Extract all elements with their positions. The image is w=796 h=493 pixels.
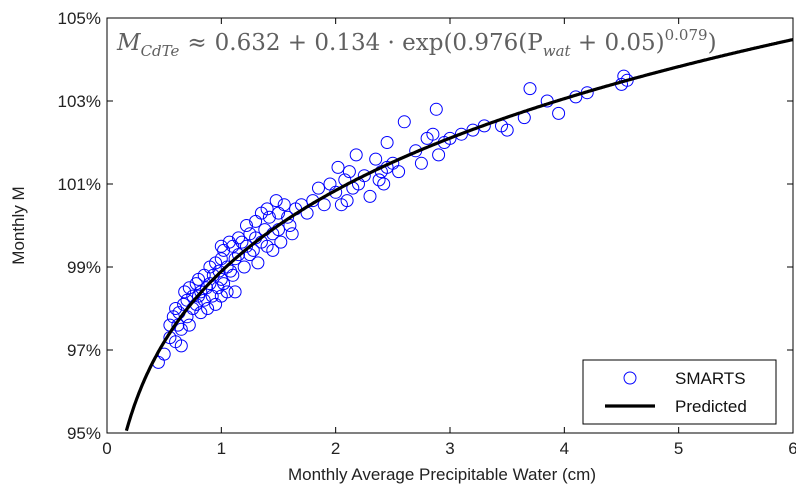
scatter-point	[523, 82, 537, 96]
scatter-point	[414, 156, 428, 170]
x-tick-label: 4	[560, 439, 569, 458]
equation-lhs-subscript: CdTe	[141, 42, 180, 60]
scatter-point	[317, 198, 331, 212]
scatter-point	[228, 285, 242, 299]
y-tick-label: 95%	[67, 424, 101, 443]
x-tick-label: 2	[331, 439, 340, 458]
y-tick-label: 99%	[67, 258, 101, 277]
scatter-point	[251, 256, 265, 270]
scatter-point	[372, 173, 386, 187]
scatter-point	[232, 231, 245, 245]
scatter-point	[357, 169, 371, 183]
scatter-point	[312, 181, 325, 195]
scatter-point	[349, 148, 363, 162]
scatter-point	[443, 131, 457, 145]
scatter-point	[178, 285, 192, 299]
scatter-point	[340, 194, 354, 208]
scatter-point	[342, 165, 356, 179]
legend: SMARTS Predicted	[582, 359, 777, 425]
scatter-point	[174, 339, 188, 353]
scatter-point	[203, 277, 217, 291]
scatter-point	[429, 102, 443, 116]
scatter-point	[500, 123, 514, 137]
scatter-point	[397, 115, 411, 129]
scatter-point	[285, 227, 299, 241]
y-tick-label: 103%	[58, 92, 101, 111]
y-tick-label: 97%	[67, 341, 101, 360]
equation-p-subscript: wat	[543, 42, 572, 60]
x-axis-ticks: 0 1 2 3 4 5 6	[102, 18, 796, 458]
scatter-point	[194, 306, 208, 320]
scatter-point	[182, 318, 196, 332]
y-tick-label: 101%	[58, 175, 101, 194]
x-tick-label: 0	[102, 439, 111, 458]
equation-body: 0.632 + 0.134 · exp(0.976(P	[215, 30, 543, 56]
scatter-point	[228, 252, 242, 266]
equation-annotation: MCdTe ≈0.632 + 0.134 · exp(0.976(Pwat + 0…	[116, 26, 717, 60]
equation-tail: + 0.05)	[571, 30, 665, 56]
scatter-point	[262, 210, 276, 224]
scatter-point	[277, 198, 291, 212]
scatter-point	[380, 136, 394, 149]
x-axis-label: Monthly Average Precipitable Water (cm)	[288, 465, 596, 484]
scatter-point	[232, 248, 245, 262]
equation-approx: ≈	[187, 30, 206, 56]
scatter-point	[220, 285, 234, 299]
scatter-point	[243, 248, 257, 262]
scatter-point	[235, 235, 249, 249]
series-predicted-line	[124, 37, 794, 432]
legend-predicted-label: Predicted	[675, 397, 747, 416]
x-tick-label: 6	[788, 439, 796, 458]
scatter-point	[454, 127, 468, 141]
scatter-point	[432, 148, 446, 162]
equation-lhs: M	[116, 30, 142, 56]
scatter-point	[237, 260, 251, 274]
scatter-point	[392, 165, 406, 179]
scatter-point	[182, 281, 196, 295]
scatter-point	[201, 302, 215, 315]
scatter-point	[174, 322, 188, 336]
x-tick-label: 5	[674, 439, 683, 458]
scatter-point	[197, 293, 211, 307]
y-axis-ticks: 95% 97% 99% 101% 103% 105%	[58, 9, 793, 443]
series-smarts	[151, 69, 634, 369]
legend-smarts-marker	[623, 371, 637, 385]
scatter-point	[260, 202, 274, 216]
scatter-point	[226, 268, 240, 282]
scatter-point	[217, 277, 231, 291]
x-tick-label: 3	[445, 439, 454, 458]
equation-close: )	[708, 30, 717, 56]
legend-smarts-label: SMARTS	[675, 369, 746, 388]
scatter-point	[377, 177, 391, 191]
legend-box	[582, 359, 777, 425]
y-tick-label: 105%	[58, 9, 101, 28]
scatter-point	[426, 127, 440, 141]
scatter-point	[369, 152, 383, 166]
scatter-point	[169, 302, 183, 315]
scatter-point	[281, 210, 295, 224]
scatter-point	[331, 160, 345, 174]
scatter-point	[240, 219, 253, 232]
scatter-point	[274, 235, 288, 249]
equation-exponent: 0.079	[665, 26, 708, 44]
scatter-point	[266, 243, 280, 257]
scatter-point	[363, 189, 377, 203]
scatter-point	[222, 235, 236, 249]
x-tick-label: 1	[217, 439, 226, 458]
scatter-point	[269, 194, 283, 208]
y-axis-label: Monthly M	[9, 186, 28, 264]
scatter-point	[552, 106, 566, 120]
